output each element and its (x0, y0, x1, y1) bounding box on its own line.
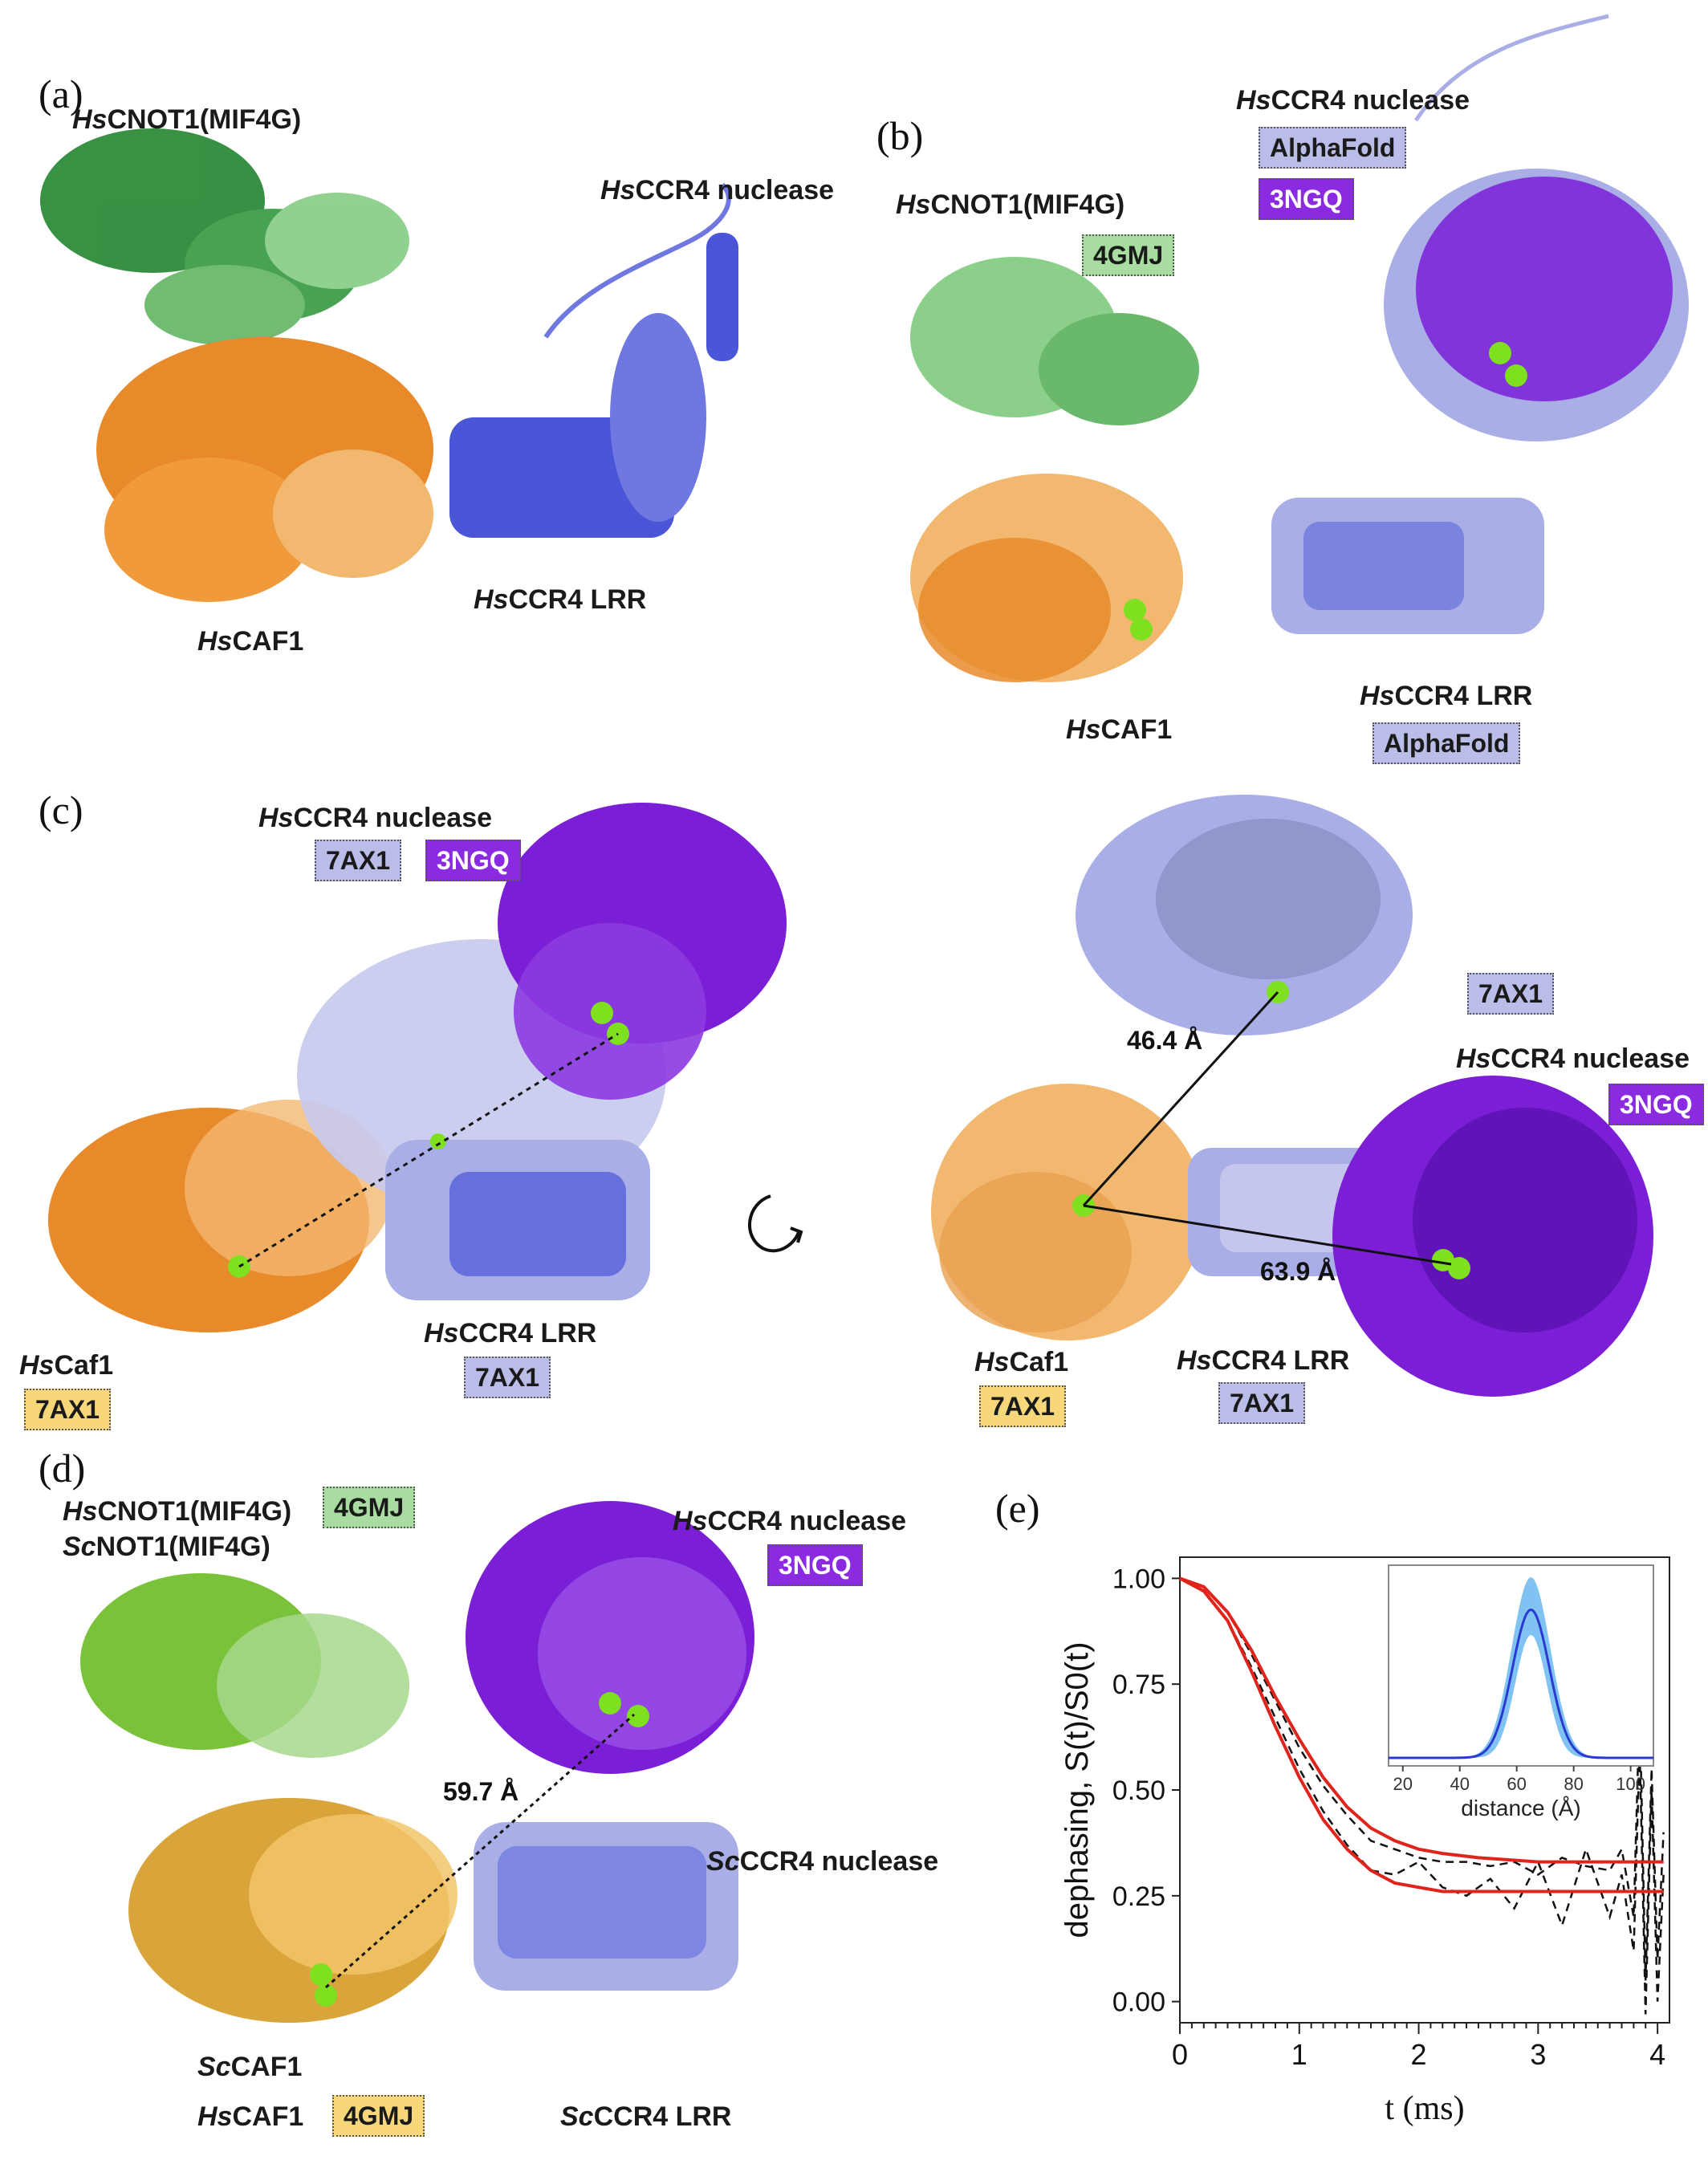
panel-b-structure (910, 14, 1689, 682)
inset-distribution-line (1389, 1608, 1653, 1759)
c-right-caf1-label: HsCaf1 (974, 1347, 1069, 1377)
cnot1-helices (40, 128, 409, 345)
x-tick-label: 4 (1649, 2038, 1665, 2071)
panel-a-structure (40, 128, 738, 602)
panel-c-letter: (c) (39, 787, 83, 832)
caf1-domain (96, 337, 433, 602)
d-cnot1 (80, 1573, 409, 1758)
panel-e: (e) 0.00 0.25 0.50 0.75 1.00 0 1 2 3 4 t (ms) depha… (963, 1461, 1708, 2160)
caf1-domain (910, 474, 1183, 682)
inset-x-tick-label: 40 (1450, 1774, 1469, 1794)
d-cnot1-hs-label: HsCNOT1(MIF4G) (63, 1496, 292, 1527)
d-lrr-sc-label: ScCCR4 LRR (560, 2101, 732, 2132)
c-left-caf1-label: HsCaf1 (19, 1350, 114, 1381)
series-line-0 (1179, 1577, 1665, 1981)
c-right-caf1 (931, 1084, 1204, 1340)
c-right-dist2: 63.9 Å (1260, 1257, 1336, 1286)
cnot1-helices (910, 257, 1199, 425)
d-nuclease (466, 1501, 754, 1774)
b-lrr-label: HsCCR4 LRR (1360, 681, 1533, 711)
c-right-caf1-tag: 7AX1 (979, 1385, 1067, 1427)
lrr-domain (1271, 498, 1544, 634)
d-cnot1-sc-label: ScNOT1(MIF4G) (63, 1532, 270, 1562)
d-caf1 (128, 1798, 458, 2023)
c-left-nuclease (498, 803, 787, 1100)
inset-band (1389, 1577, 1653, 1758)
inset-x-tick-label: 80 (1564, 1774, 1583, 1794)
panel-c: (c) (0, 771, 1708, 1445)
c-left-lrr-label: HsCCR4 LRR (424, 1318, 597, 1348)
b-4gmj-tag: 4GMJ (1082, 234, 1175, 276)
dephasing-chart: 0.00 0.25 0.50 0.75 1.00 0 1 2 3 4 t (ms) dephasing… (1059, 1556, 1670, 2127)
y-tick-label: 0.25 (1112, 1881, 1165, 1912)
rotation-arrow-icon (748, 1194, 803, 1253)
c-left-7ax1-tag: 7AX1 (315, 840, 402, 881)
c-right-top-7ax1-tag: 7AX1 (1467, 973, 1555, 1015)
inset-x-tick-label: 100 (1616, 1774, 1645, 1794)
b-cnot1-label: HsCNOT1(MIF4G) (896, 189, 1125, 220)
d-4gmj-tag: 4GMJ (323, 1487, 416, 1528)
inset-x-axis-label: distance (Å) (1461, 1796, 1580, 1820)
b-3ngq-tag: 3NGQ (1259, 178, 1354, 220)
panel-c-structures (48, 795, 1653, 1397)
y-tick-label: 0.50 (1112, 1776, 1165, 1806)
panel-d-structure (80, 1501, 754, 2023)
y-tick-label: 0.75 (1112, 1670, 1165, 1700)
nuclease-domain (1384, 14, 1689, 441)
panel-a-letter: (a) (39, 71, 83, 116)
inset-frame (1388, 1564, 1654, 1767)
a-cnot1-label: HsCNOT1(MIF4G) (72, 104, 302, 135)
b-nuclease-label: HsCCR4 nuclease (1236, 85, 1470, 116)
lrr-domain (449, 182, 738, 538)
series-line-2 (1179, 1576, 1664, 1864)
x-tick-label: 0 (1172, 2038, 1188, 2071)
b-lrr-alphafold-tag: AlphaFold (1372, 722, 1521, 764)
panel-d-letter: (d) (39, 1446, 86, 1491)
y-axis-label: dephasing, S(t)/S0(t) (1059, 1641, 1095, 1938)
x-tick-label: 1 (1291, 2038, 1307, 2071)
c-left-caf1-tag: 7AX1 (24, 1389, 112, 1430)
d-caf1-sc-label: ScCAF1 (197, 2052, 303, 2082)
y-tick-label: 0.00 (1112, 1987, 1165, 2018)
c-right-top-7ax1 (1076, 795, 1413, 1035)
c-left-caf1 (48, 1100, 393, 1332)
c-right-dist1: 46.4 Å (1127, 1026, 1203, 1055)
c-right-nuclease-label: HsCCR4 nuclease (1456, 1043, 1690, 1074)
c-right-nuclease (1332, 1076, 1653, 1397)
series-line-3 (1179, 1576, 1664, 1894)
inset-x-tick-label: 20 (1393, 1774, 1412, 1794)
panel-b-letter: (b) (876, 113, 924, 158)
d-nuclease-sc-label: ScCCR4 nuclease (706, 1846, 939, 1877)
c-right-lrr-label: HsCCR4 LRR (1177, 1345, 1350, 1376)
d-dist: 59.7 Å (443, 1777, 519, 1806)
panel-e-letter: (e) (995, 1486, 1040, 1531)
d-lrr (474, 1822, 738, 1991)
a-nuclease-label: HsCCR4 nuclease (600, 175, 835, 205)
x-tick-label: 2 (1411, 2038, 1427, 2071)
a-caf1-label: HsCAF1 (197, 626, 304, 657)
c-right-3ngq-tag: 3NGQ (1608, 1084, 1704, 1125)
series-line-1 (1179, 1577, 1665, 2015)
c-left-3ngq-tag: 3NGQ (425, 840, 521, 881)
x-axis-label: t (ms) (1385, 2090, 1464, 2127)
b-caf1-label: HsCAF1 (1066, 714, 1173, 745)
panel-d: (d) HsCNOT1(MIF4G) ScNOT1(MIF4G) 4GMJ Hs… (0, 1445, 963, 2160)
c-right-lrr-tag: 7AX1 (1218, 1382, 1306, 1424)
x-tick-label: 3 (1530, 2038, 1546, 2071)
inset-x-tick-label: 60 (1507, 1774, 1526, 1794)
y-tick-label: 1.00 (1112, 1564, 1165, 1594)
b-alphafold-tag: AlphaFold (1259, 127, 1407, 169)
panel-b: (b) HsCCR4 nuclease AlphaFold 3NGQ HsCNO… (854, 0, 1708, 771)
d-caf1-hs-label: HsCAF1 (197, 2101, 304, 2132)
a-lrr-label: HsCCR4 LRR (474, 584, 647, 615)
d-nuclease-hs-label: HsCCR4 nuclease (673, 1506, 907, 1536)
panel-a: (a) HsCNOT1(MIF4G) HsCCR4 nuclease HsCAF… (0, 0, 854, 771)
c-left-lrr-tag: 7AX1 (464, 1357, 551, 1398)
c-left-nuclease-label: HsCCR4 nuclease (258, 803, 493, 833)
d-caf1-tag: 4GMJ (332, 2095, 425, 2137)
d-3ngq-tag: 3NGQ (767, 1544, 863, 1586)
